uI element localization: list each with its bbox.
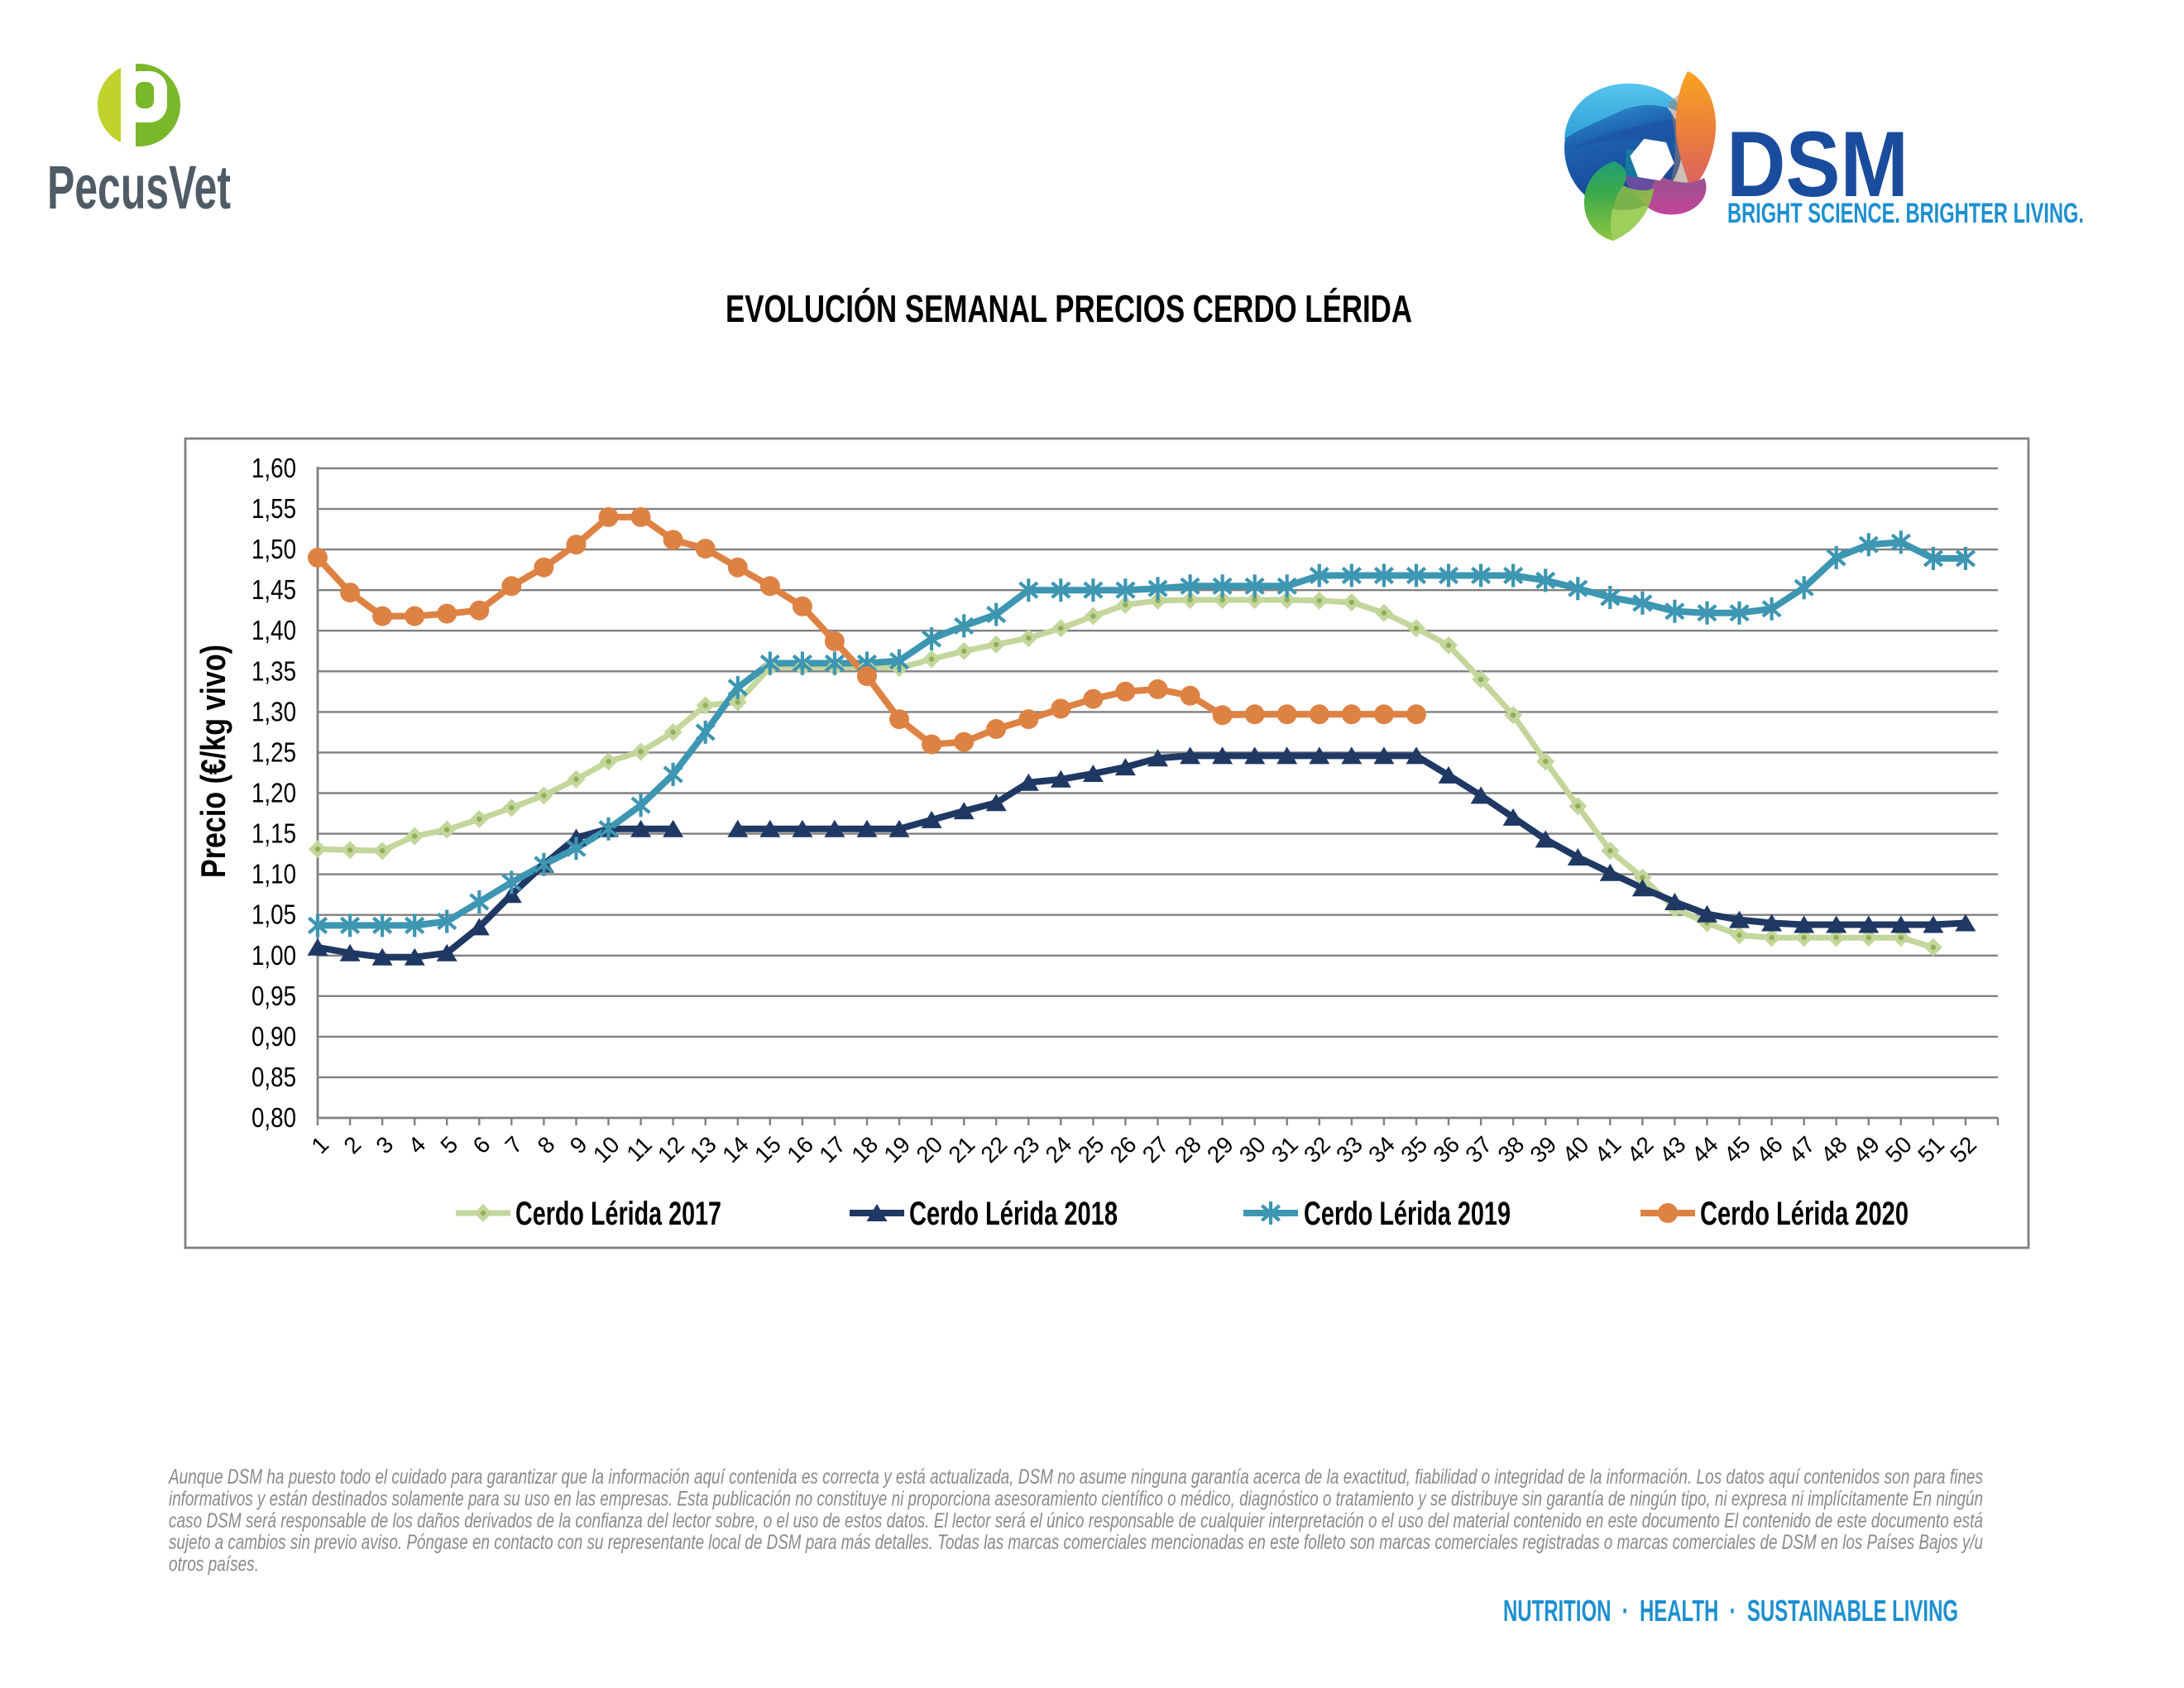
- svg-text:1,30: 1,30: [251, 696, 296, 727]
- svg-text:1,00: 1,00: [251, 940, 296, 971]
- svg-text:1,25: 1,25: [251, 736, 296, 767]
- svg-text:PecusVet: PecusVet: [47, 153, 231, 222]
- svg-text:Cerdo Lérida 2017: Cerdo Lérida 2017: [515, 1196, 721, 1232]
- svg-text:Aunque DSM ha puesto todo el c: Aunque DSM ha puesto todo el cuidado par…: [167, 1465, 1983, 1489]
- svg-text:1,40: 1,40: [251, 615, 296, 645]
- svg-text:Cerdo Lérida 2020: Cerdo Lérida 2020: [1700, 1196, 1909, 1232]
- svg-text:sujeto a cambios sin previo av: sujeto a cambios sin previo aviso. Pónga…: [169, 1531, 1983, 1554]
- svg-text:0,85: 0,85: [251, 1062, 296, 1092]
- svg-text:1,45: 1,45: [251, 574, 296, 605]
- svg-text:1,60: 1,60: [251, 453, 296, 483]
- svg-text:1,35: 1,35: [251, 655, 296, 686]
- svg-text:NUTRITION · HEALTH · SUSTA: NUTRITION · HEALTH · SUSTAINABLE LIVING: [1503, 1594, 1958, 1628]
- svg-text:caso DSM será responsable de l: caso DSM será responsable de los daños d…: [169, 1509, 1983, 1532]
- svg-text:0,90: 0,90: [251, 1021, 296, 1052]
- svg-text:DSM: DSM: [1727, 113, 1909, 216]
- svg-text:0,95: 0,95: [251, 981, 296, 1011]
- svg-text:1,20: 1,20: [251, 778, 296, 808]
- svg-text:informativos y están destinado: informativos y están destinados solament…: [169, 1487, 1983, 1510]
- svg-text:Precio (€/kg vivo): Precio (€/kg vivo): [194, 645, 232, 878]
- svg-text:EVOLUCIÓN SEMANAL PRECIOS CERD: EVOLUCIÓN SEMANAL PRECIOS CERDO LÉRIDA: [726, 287, 1412, 330]
- svg-text:0,80: 0,80: [251, 1102, 296, 1133]
- svg-text:1,15: 1,15: [251, 818, 296, 849]
- svg-text:1,55: 1,55: [251, 493, 296, 524]
- svg-text:otros países.: otros países.: [169, 1553, 259, 1576]
- svg-text:Cerdo Lérida 2019: Cerdo Lérida 2019: [1304, 1196, 1511, 1232]
- svg-text:BRIGHT SCIENCE. BRIGHTER LIVIN: BRIGHT SCIENCE. BRIGHTER LIVING.: [1727, 198, 2084, 229]
- svg-text:1,50: 1,50: [251, 534, 296, 564]
- svg-text:Cerdo Lérida 2018: Cerdo Lérida 2018: [909, 1196, 1118, 1232]
- svg-text:1,05: 1,05: [251, 899, 296, 930]
- svg-text:1,10: 1,10: [251, 859, 296, 890]
